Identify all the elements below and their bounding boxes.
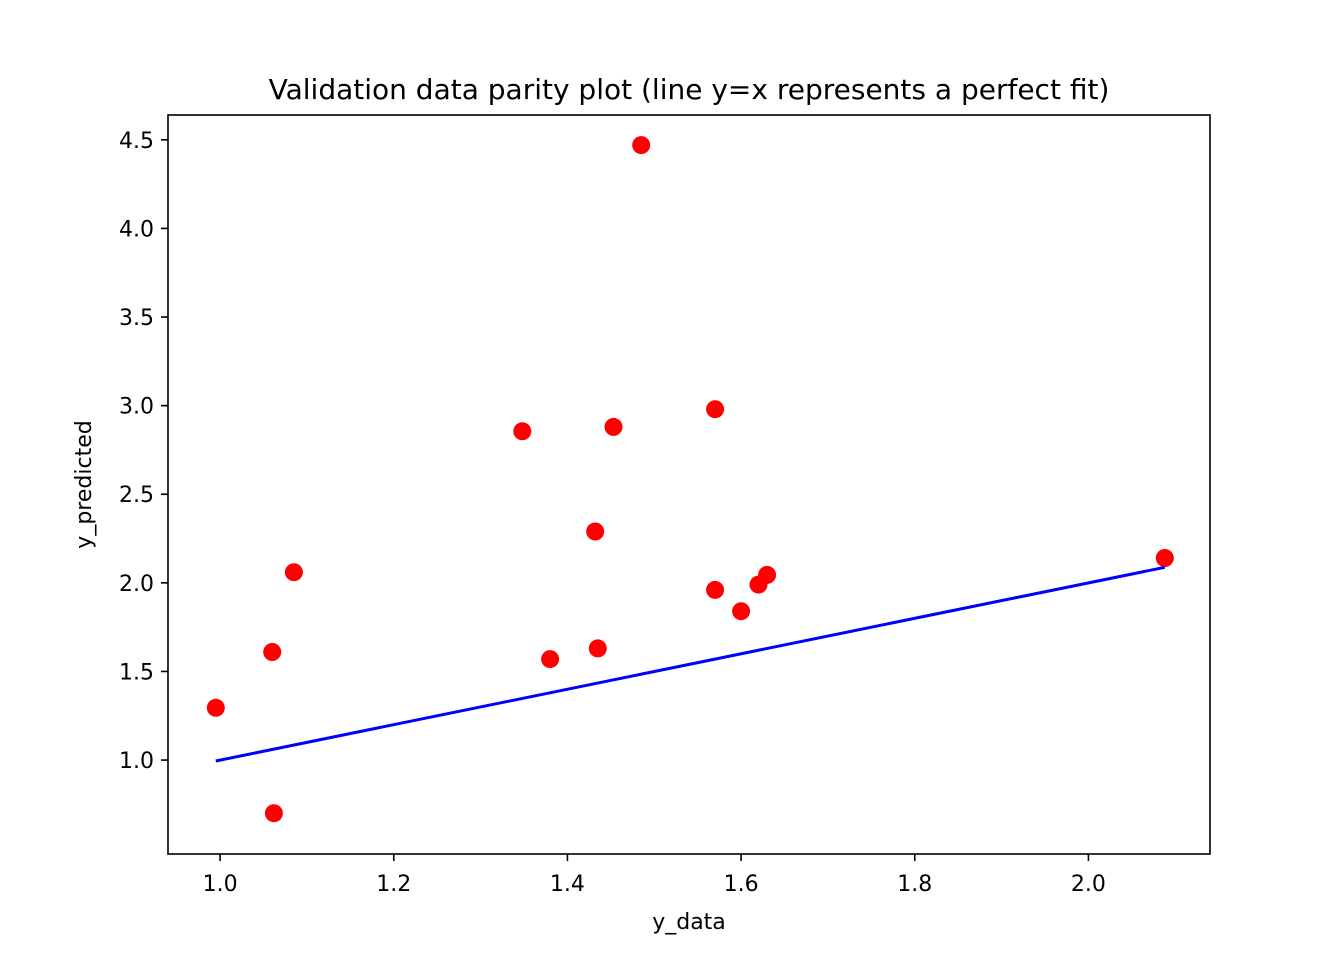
data-point	[758, 565, 777, 584]
y-tick-label: 1.5	[119, 660, 154, 685]
x-tick-label: 1.2	[376, 872, 411, 897]
data-point	[284, 563, 303, 582]
axes-frame	[167, 114, 1211, 855]
data-point	[588, 639, 607, 658]
data-point	[206, 698, 225, 717]
x-tick-label: 1.8	[897, 872, 932, 897]
y-tick-label: 4.5	[119, 129, 154, 154]
data-point	[513, 422, 532, 441]
data-point	[541, 650, 560, 669]
y-tick-label: 4.0	[119, 217, 154, 242]
data-point	[1155, 549, 1174, 567]
y-axis: 1.0 1.5 2.0 2.5 3.0 3.5 4.0 4.5	[119, 129, 168, 774]
x-tick-label: 2.0	[1071, 872, 1106, 897]
x-tick-label: 1.6	[724, 872, 759, 897]
y-axis-label: y_predicted	[72, 420, 97, 548]
data-point	[632, 136, 651, 155]
y-tick-label: 3.5	[119, 306, 154, 331]
x-tick-label: 1.4	[550, 872, 585, 897]
x-axis-label: y_data	[652, 910, 726, 935]
data-point	[604, 417, 623, 436]
chart-title: Validation data parity plot (line y=x re…	[269, 73, 1110, 106]
plot-area	[206, 136, 1174, 823]
data-point	[586, 522, 605, 541]
data-point	[706, 580, 725, 599]
y-tick-label: 2.5	[119, 483, 154, 508]
data-point	[264, 804, 283, 823]
data-point	[732, 602, 751, 621]
y-tick-label: 1.0	[119, 749, 154, 774]
fit-line	[215, 565, 1166, 763]
data-point	[706, 400, 725, 419]
y-tick-label: 2.0	[119, 572, 154, 597]
data-point	[263, 643, 282, 661]
x-axis: 1.0 1.2 1.4 1.6 1.8 2.0	[203, 854, 1106, 897]
y-tick-label: 3.0	[119, 395, 154, 420]
x-tick-label: 1.0	[203, 872, 238, 897]
